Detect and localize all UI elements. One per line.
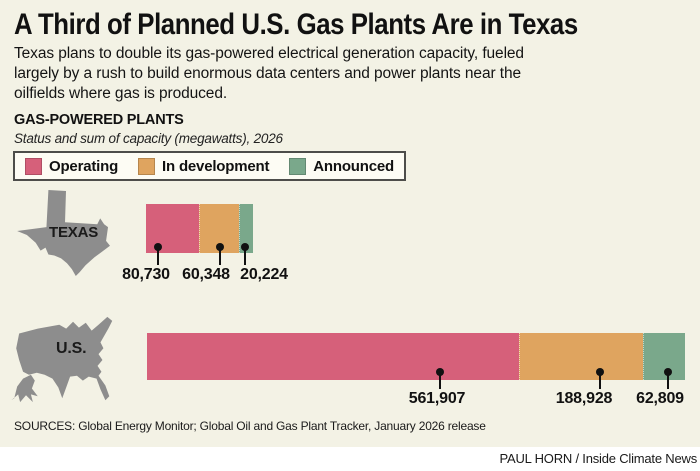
texas-map-silhouette bbox=[17, 190, 110, 276]
legend-item-announced: Announced bbox=[289, 157, 394, 175]
legend-swatch-icon bbox=[25, 157, 42, 175]
legend-swatch-icon bbox=[138, 157, 156, 175]
callout-dot-icon bbox=[596, 368, 604, 376]
legend: Operating In development Announced bbox=[13, 151, 406, 181]
page-title: A Third of Planned U.S. Gas Plants Are i… bbox=[14, 8, 578, 41]
value-label-operating: 80,730 bbox=[122, 266, 170, 283]
callout-stem bbox=[667, 372, 669, 389]
legend-item-operating: Operating bbox=[25, 157, 119, 175]
callout-stem bbox=[244, 247, 246, 265]
callout-stem bbox=[599, 372, 601, 389]
intro-text: Texas plans to double its gas-powered el… bbox=[14, 45, 524, 102]
chart-units-note: Status and sum of capacity (megawatts), … bbox=[14, 131, 283, 146]
callout-dot-icon bbox=[664, 368, 672, 376]
callout-dot-icon bbox=[154, 243, 162, 251]
callout-stem bbox=[157, 247, 159, 265]
bar-texas bbox=[146, 204, 253, 253]
sources-line: SOURCES: Global Energy Monitor; Global O… bbox=[14, 419, 486, 433]
us-map-silhouette bbox=[11, 316, 113, 403]
legend-label: Announced bbox=[313, 157, 394, 175]
value-label-announced: 20,224 bbox=[240, 266, 288, 283]
callout-stem bbox=[219, 247, 221, 265]
legend-label: In development bbox=[162, 157, 270, 175]
callout-dot-icon bbox=[436, 368, 444, 376]
credit-band bbox=[0, 447, 700, 471]
bar-us bbox=[147, 333, 685, 380]
value-label-announced: 62,809 bbox=[636, 390, 684, 407]
legend-swatch-icon bbox=[289, 157, 307, 175]
texas-map-label: TEXAS bbox=[49, 224, 99, 241]
us-map-label: U.S. bbox=[56, 340, 87, 357]
callout-dot-icon bbox=[216, 243, 224, 251]
value-label-in-development: 60,348 bbox=[182, 266, 230, 283]
legend-item-in-development: In development bbox=[138, 157, 270, 175]
credit-line: PAUL HORN / Inside Climate News bbox=[499, 451, 697, 466]
value-label-in-development: 188,928 bbox=[555, 390, 613, 407]
chart-kicker: GAS-POWERED PLANTS bbox=[14, 112, 184, 128]
bar-segment-announced bbox=[239, 204, 253, 253]
callout-stem bbox=[439, 372, 441, 389]
callout-dot-icon bbox=[241, 243, 249, 251]
value-label-operating: 561,907 bbox=[408, 390, 466, 407]
bar-segment-operating bbox=[147, 333, 519, 380]
legend-label: Operating bbox=[49, 157, 119, 175]
bar-segment-in-development bbox=[518, 333, 644, 380]
